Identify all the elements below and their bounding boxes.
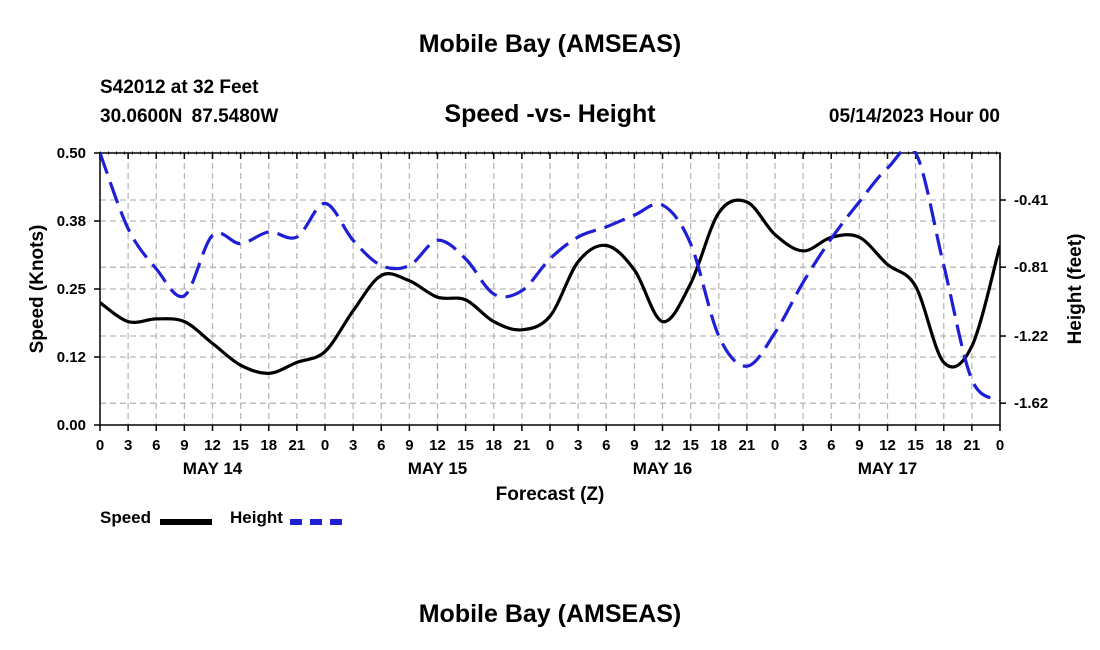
x-day-label: MAY 16: [633, 459, 693, 478]
chart-footer-title: Mobile Bay (AMSEAS): [418, 600, 682, 628]
coordinates-label: 30.0600N 87.5480W: [100, 106, 279, 127]
x-tick-label: 15: [682, 437, 699, 454]
y-axis-title-right: Height (feet): [1065, 234, 1086, 345]
x-tick-label: 21: [739, 437, 756, 454]
x-tick-label: 0: [996, 437, 1004, 454]
x-day-label: MAY 14: [183, 459, 243, 478]
x-tick-label: 3: [574, 437, 582, 454]
x-tick-label: 21: [289, 437, 306, 454]
x-tick-label: 0: [771, 437, 779, 454]
x-tick-label: 21: [514, 437, 531, 454]
legend-speed-label: Speed: [100, 508, 152, 527]
x-tick-label: 12: [879, 437, 896, 454]
forecast-datetime: 05/14/2023 Hour 00: [828, 106, 1000, 127]
x-tick-label: 15: [457, 437, 474, 454]
x-tick-label: 9: [405, 437, 413, 454]
x-tick-label: 18: [935, 437, 952, 454]
x-tick-label: 12: [204, 437, 221, 454]
x-tick-label: 12: [654, 437, 671, 454]
x-tick-label: 21: [964, 437, 981, 454]
chart-main-title: Mobile Bay (AMSEAS): [418, 30, 682, 58]
x-tick-label: 0: [321, 437, 329, 454]
x-tick-label: 9: [630, 437, 638, 454]
chart-subtitle: Speed -vs- Height: [444, 100, 656, 128]
y-tick-label-right: -0.41: [1014, 192, 1048, 209]
legend-speed-swatch: [160, 519, 212, 525]
x-tick-label: 0: [96, 437, 104, 454]
x-tick-label: 15: [232, 437, 249, 454]
legend-height-swatch: [290, 519, 342, 525]
x-tick-label: 6: [377, 437, 385, 454]
x-tick-label: 3: [124, 437, 132, 454]
y-tick-label-left: 0.25: [57, 281, 86, 298]
x-tick-label: 12: [429, 437, 446, 454]
y-tick-label-right: -0.81: [1014, 259, 1048, 276]
x-tick-label: 6: [602, 437, 610, 454]
x-day-label: MAY 17: [858, 459, 918, 478]
y-tick-label-left: 0.00: [57, 417, 86, 434]
x-tick-label: 3: [799, 437, 807, 454]
x-tick-label: 15: [907, 437, 924, 454]
x-tick-label: 6: [152, 437, 160, 454]
x-tick-label: 9: [855, 437, 863, 454]
series-line-height: [100, 151, 1000, 402]
x-tick-label: 18: [485, 437, 502, 454]
y-tick-label-right: -1.22: [1014, 328, 1048, 345]
x-axis-title: Forecast (Z): [496, 484, 605, 505]
x-day-label: MAY 15: [408, 459, 468, 478]
y-tick-label-right: -1.62: [1014, 395, 1048, 412]
station-label: S42012 at 32 Feet: [100, 77, 259, 98]
x-tick-label: 6: [827, 437, 835, 454]
y-tick-label-left: 0.38: [57, 213, 86, 230]
y-tick-label-left: 0.12: [57, 349, 86, 366]
y-axis-title-left: Speed (Knots): [27, 225, 48, 354]
x-tick-label: 9: [180, 437, 188, 454]
x-tick-label: 0: [546, 437, 554, 454]
legend-height-label: Height: [230, 508, 283, 527]
x-tick-label: 18: [260, 437, 277, 454]
series-line-speed: [100, 198, 1000, 375]
x-tick-label: 3: [349, 437, 357, 454]
y-tick-label-left: 0.50: [57, 145, 86, 162]
x-tick-label: 18: [710, 437, 727, 454]
